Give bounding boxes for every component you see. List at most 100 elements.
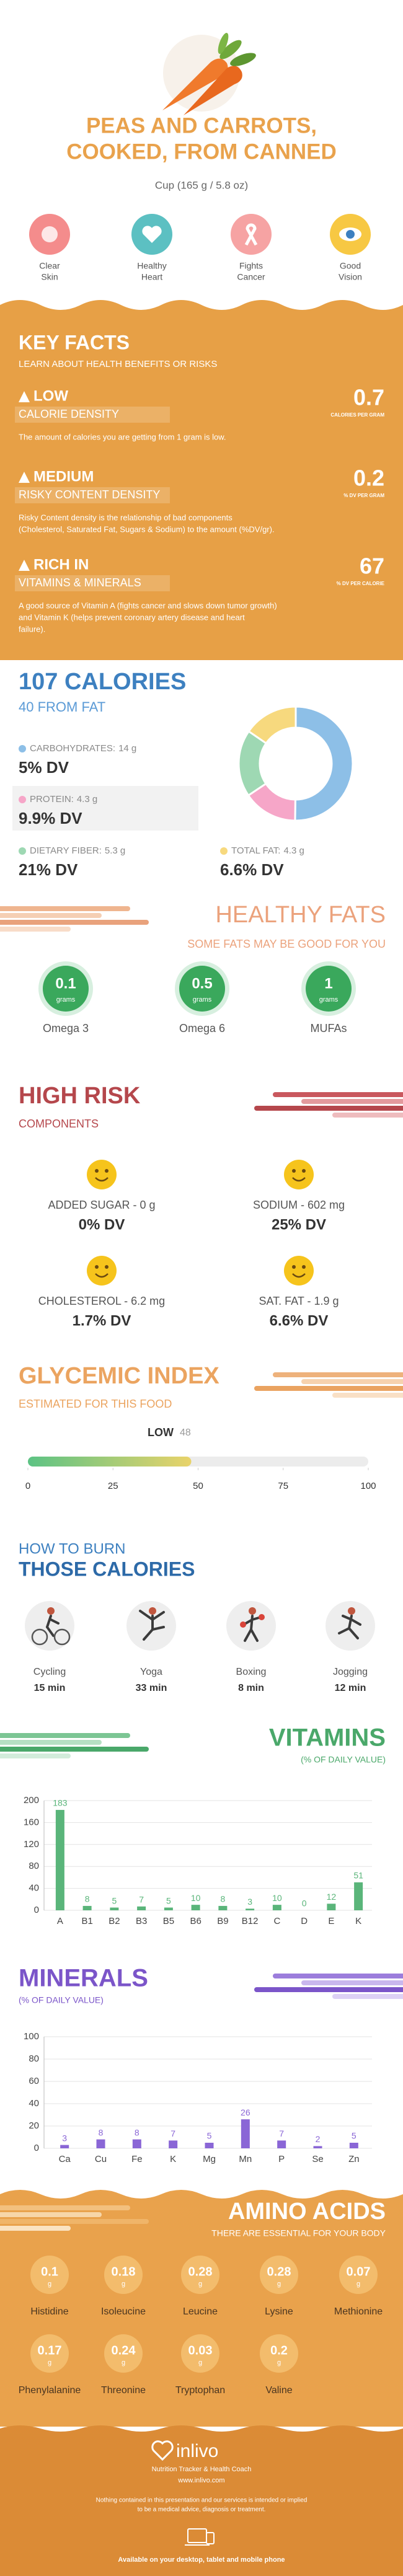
fact-text: A good source of Vitamin A (fights cance… [19,601,277,610]
decor-stripe [0,1733,130,1738]
bar [110,1907,119,1910]
bar [82,1905,92,1910]
amino-unit: g [198,2280,202,2288]
y-tick-label: 60 [29,2076,39,2086]
value-label: 8 [99,2127,104,2137]
amino-circle [260,2334,298,2373]
decor-stripe [301,1099,403,1104]
fact-unit: % DV PER CALORIE [337,581,385,586]
value-label: 8 [220,1894,225,1904]
decor-stripe [254,1106,403,1111]
amino-unit: g [48,2359,51,2366]
benefit-icon-detail [42,226,58,242]
amino-unit: g [277,2280,281,2288]
bar [205,2143,214,2148]
decor-stripe [0,906,130,911]
bike-wheel [31,1628,48,1646]
amino-value: 0.07 [347,2265,371,2278]
amino-circle [181,2256,219,2294]
fat-value: 1 [324,975,332,992]
activity-time: 12 min [335,1683,366,1693]
x-tick-label: A [57,1916,63,1926]
x-tick-label: B6 [190,1916,201,1926]
fact-level: RICH IN [33,556,89,573]
value-label: 183 [53,1798,68,1808]
section-subtitle: COMPONENTS [19,1118,99,1130]
value-label: 5 [207,2131,212,2141]
chart-subtitle: 40 FROM FAT [19,699,105,715]
smiley-eye [292,1169,296,1173]
decor-stripe [273,1372,403,1377]
amino-unit: g [48,2280,51,2288]
amino-circle [339,2256,378,2294]
legend-name: TOTAL FAT: [231,845,280,856]
bar [55,1810,64,1910]
chart-subtitle: (% OF DAILY VALUE) [301,1755,386,1765]
fact-level: LOW [33,387,68,404]
bar [132,2139,141,2148]
bar [327,1903,336,1910]
amino-value: 0.17 [38,2344,62,2357]
smiley-mouth [95,1177,108,1182]
glove [240,1621,246,1628]
activity-name: Cycling [33,1667,66,1677]
fat-name: MUFAs [310,1022,347,1034]
figure-head [249,1607,256,1615]
decor-stripe [332,1113,403,1118]
amino-name: Isoleucine [101,2306,146,2317]
carrot-leaf [230,53,256,66]
figure-head [348,1607,355,1615]
legend-amount: 4.3 g [283,845,304,856]
smiley-eye [95,1169,99,1173]
smiley-icon [284,1160,314,1189]
section-subtitle: LEARN ABOUT HEALTH BENEFITS OR RISKS [19,359,217,369]
decor-stripe [0,1753,71,1758]
decor-stripe [301,1379,403,1384]
x-tick-label: C [273,1916,280,1926]
fat-unit: grams [319,996,339,1003]
x-tick-label: B9 [217,1916,228,1926]
activity-name: Jogging [333,1667,368,1677]
smiley-eye [292,1265,296,1269]
fat-name: Omega 6 [179,1022,225,1034]
donut-segment [294,705,354,822]
donut-segment [247,705,297,745]
value-label: 10 [272,1893,282,1903]
legend-name: CARBOHYDRATES: [30,743,115,754]
decor-stripe [0,920,149,925]
section-background [0,2425,403,2576]
value-label: 7 [170,2128,175,2138]
value-label: 10 [191,1893,201,1903]
x-tick-label: 100 [360,1481,376,1491]
x-tick-label: Mn [239,2154,252,2164]
benefit-label: Cancer [237,272,265,282]
legend-dv: 21% DV [19,860,78,879]
smiley-icon [87,1160,117,1189]
amino-name: Valine [265,2385,292,2396]
section-title: THOSE CALORIES [19,1558,195,1580]
benefit-label: Heart [141,272,162,282]
legend-swatch [220,847,228,855]
x-tick-label: B5 [163,1916,174,1926]
amino-name: Histidine [30,2306,68,2317]
amino-name: Threonine [101,2385,146,2396]
fact-highlight [15,407,170,423]
risk-dv: 25% DV [272,1216,326,1233]
fact-text: and Vitamin K (helps prevent coronary ar… [19,612,245,622]
gauge-rating: LOW [148,1426,174,1439]
smiley-mouth [95,1273,108,1278]
fact-value: 0.7 [353,385,384,410]
section-subtitle: THERE ARE ESSENTIAL FOR YOUR BODY [211,2228,386,2238]
fat-circle [306,966,352,1012]
y-tick-label: 160 [24,1817,39,1827]
smiley-eye [105,1169,108,1173]
fact-icon [19,391,30,402]
y-tick-label: 0 [34,1905,39,1915]
smiley-eye [302,1169,306,1173]
smiley-icon [284,1256,314,1286]
section-background [0,300,403,660]
legend-label: TOTAL FAT: 4.3 g [231,845,304,856]
amino-circle [104,2334,143,2373]
amino-unit: g [356,2280,360,2288]
gauge-value-label: 48 [180,1427,191,1438]
